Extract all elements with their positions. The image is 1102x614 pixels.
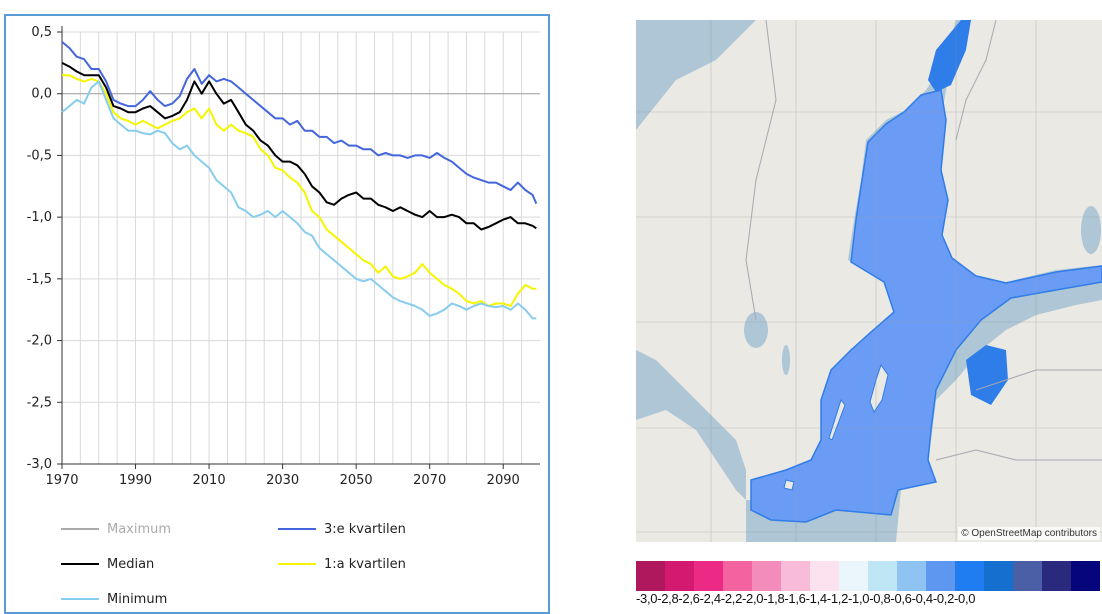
y-tick-label: -2,5 [27,395,52,410]
map-borders [745,20,1102,461]
y-tick-label: -0,5 [27,148,52,163]
color-scale-cell [897,561,926,591]
map-land-finland [936,20,1102,282]
legend-item[interactable]: Median [61,554,154,574]
map-attribution: © OpenStreetMap contributors [958,527,1100,540]
chart-panel: 0,5 0,0 -0,5 -1,0 -1,5 -2,0 -2,5 -3,0 1970 1990 20… [4,14,550,614]
color-scale-cell [839,561,868,591]
legend-swatch [61,528,99,530]
color-scale-cell [1042,561,1071,591]
series-line-3-e-kvartilen [61,41,538,204]
legend-label: Maximum [107,521,172,537]
legend-item[interactable]: 3:e kvartilen [278,519,406,539]
map-lake-ladoga [1081,206,1101,254]
series-line-minimum [61,80,537,320]
legend-item[interactable]: Maximum [61,519,171,539]
x-tick-label: 2070 [413,473,446,488]
map-island-bornholm [783,479,795,491]
legend-item[interactable]: Minimum [61,589,167,609]
series-line-1-a-kvartilen [62,74,537,307]
map-sea-bothnian-bay [928,20,971,92]
color-scale-cell [665,561,694,591]
sea-level-map[interactable]: © OpenStreetMap contributors [636,20,1102,542]
color-scale-cell [694,561,723,591]
legend-label: 3:e kvartilen [324,521,406,537]
legend-swatch [278,528,316,530]
x-tick-label: 2010 [193,473,226,488]
color-scale-cell [810,561,839,591]
color-scale-cell [984,561,1013,591]
color-scale-cell [1071,561,1100,591]
x-tick-label: 1990 [119,473,152,488]
series-line-median [61,62,537,231]
color-scale-cell [752,561,781,591]
map-island-oland [828,398,846,441]
color-scale-cell [636,561,665,591]
color-scale-cell [723,561,752,591]
color-scale-cell [1013,561,1042,591]
legend-swatch [278,563,316,565]
legend-item[interactable]: 1:a kvartilen [278,554,406,574]
map-canvas[interactable] [636,20,1102,542]
map-grid [636,20,1102,542]
x-tick-label: 2030 [266,473,299,488]
color-scale-cell [868,561,897,591]
y-tick-label: -3,0 [27,457,52,472]
x-tick-label: 2090 [487,473,520,488]
color-scale-labels: -3,0-2,8-2,6-2,4-2,2-2,0-1,8-1,6-1,4-1,2… [636,591,976,606]
y-tick-label: -2,0 [27,334,52,349]
y-tick-label: -1,5 [27,272,52,287]
color-scale-cell [955,561,984,591]
y-tick-label: 0,5 [31,25,52,40]
legend-swatch [61,598,99,600]
map-land-baltics [896,300,1102,542]
map-lake-vanern [744,312,768,348]
x-tick-label: 1970 [45,473,78,488]
legend-label: 1:a kvartilen [324,556,406,572]
map-land-continent [636,410,746,542]
legend-swatch [61,563,99,565]
x-tick-label: 2050 [340,473,373,488]
color-scale-bar [636,561,1100,591]
y-tick-label: -1,0 [27,210,52,225]
map-lake-vattern [782,345,790,375]
color-scale-cell [926,561,955,591]
y-tick-label: 0,0 [31,87,52,102]
legend-label: Minimum [107,591,168,607]
color-scale-cell [781,561,810,591]
legend-label: Median [107,556,155,572]
